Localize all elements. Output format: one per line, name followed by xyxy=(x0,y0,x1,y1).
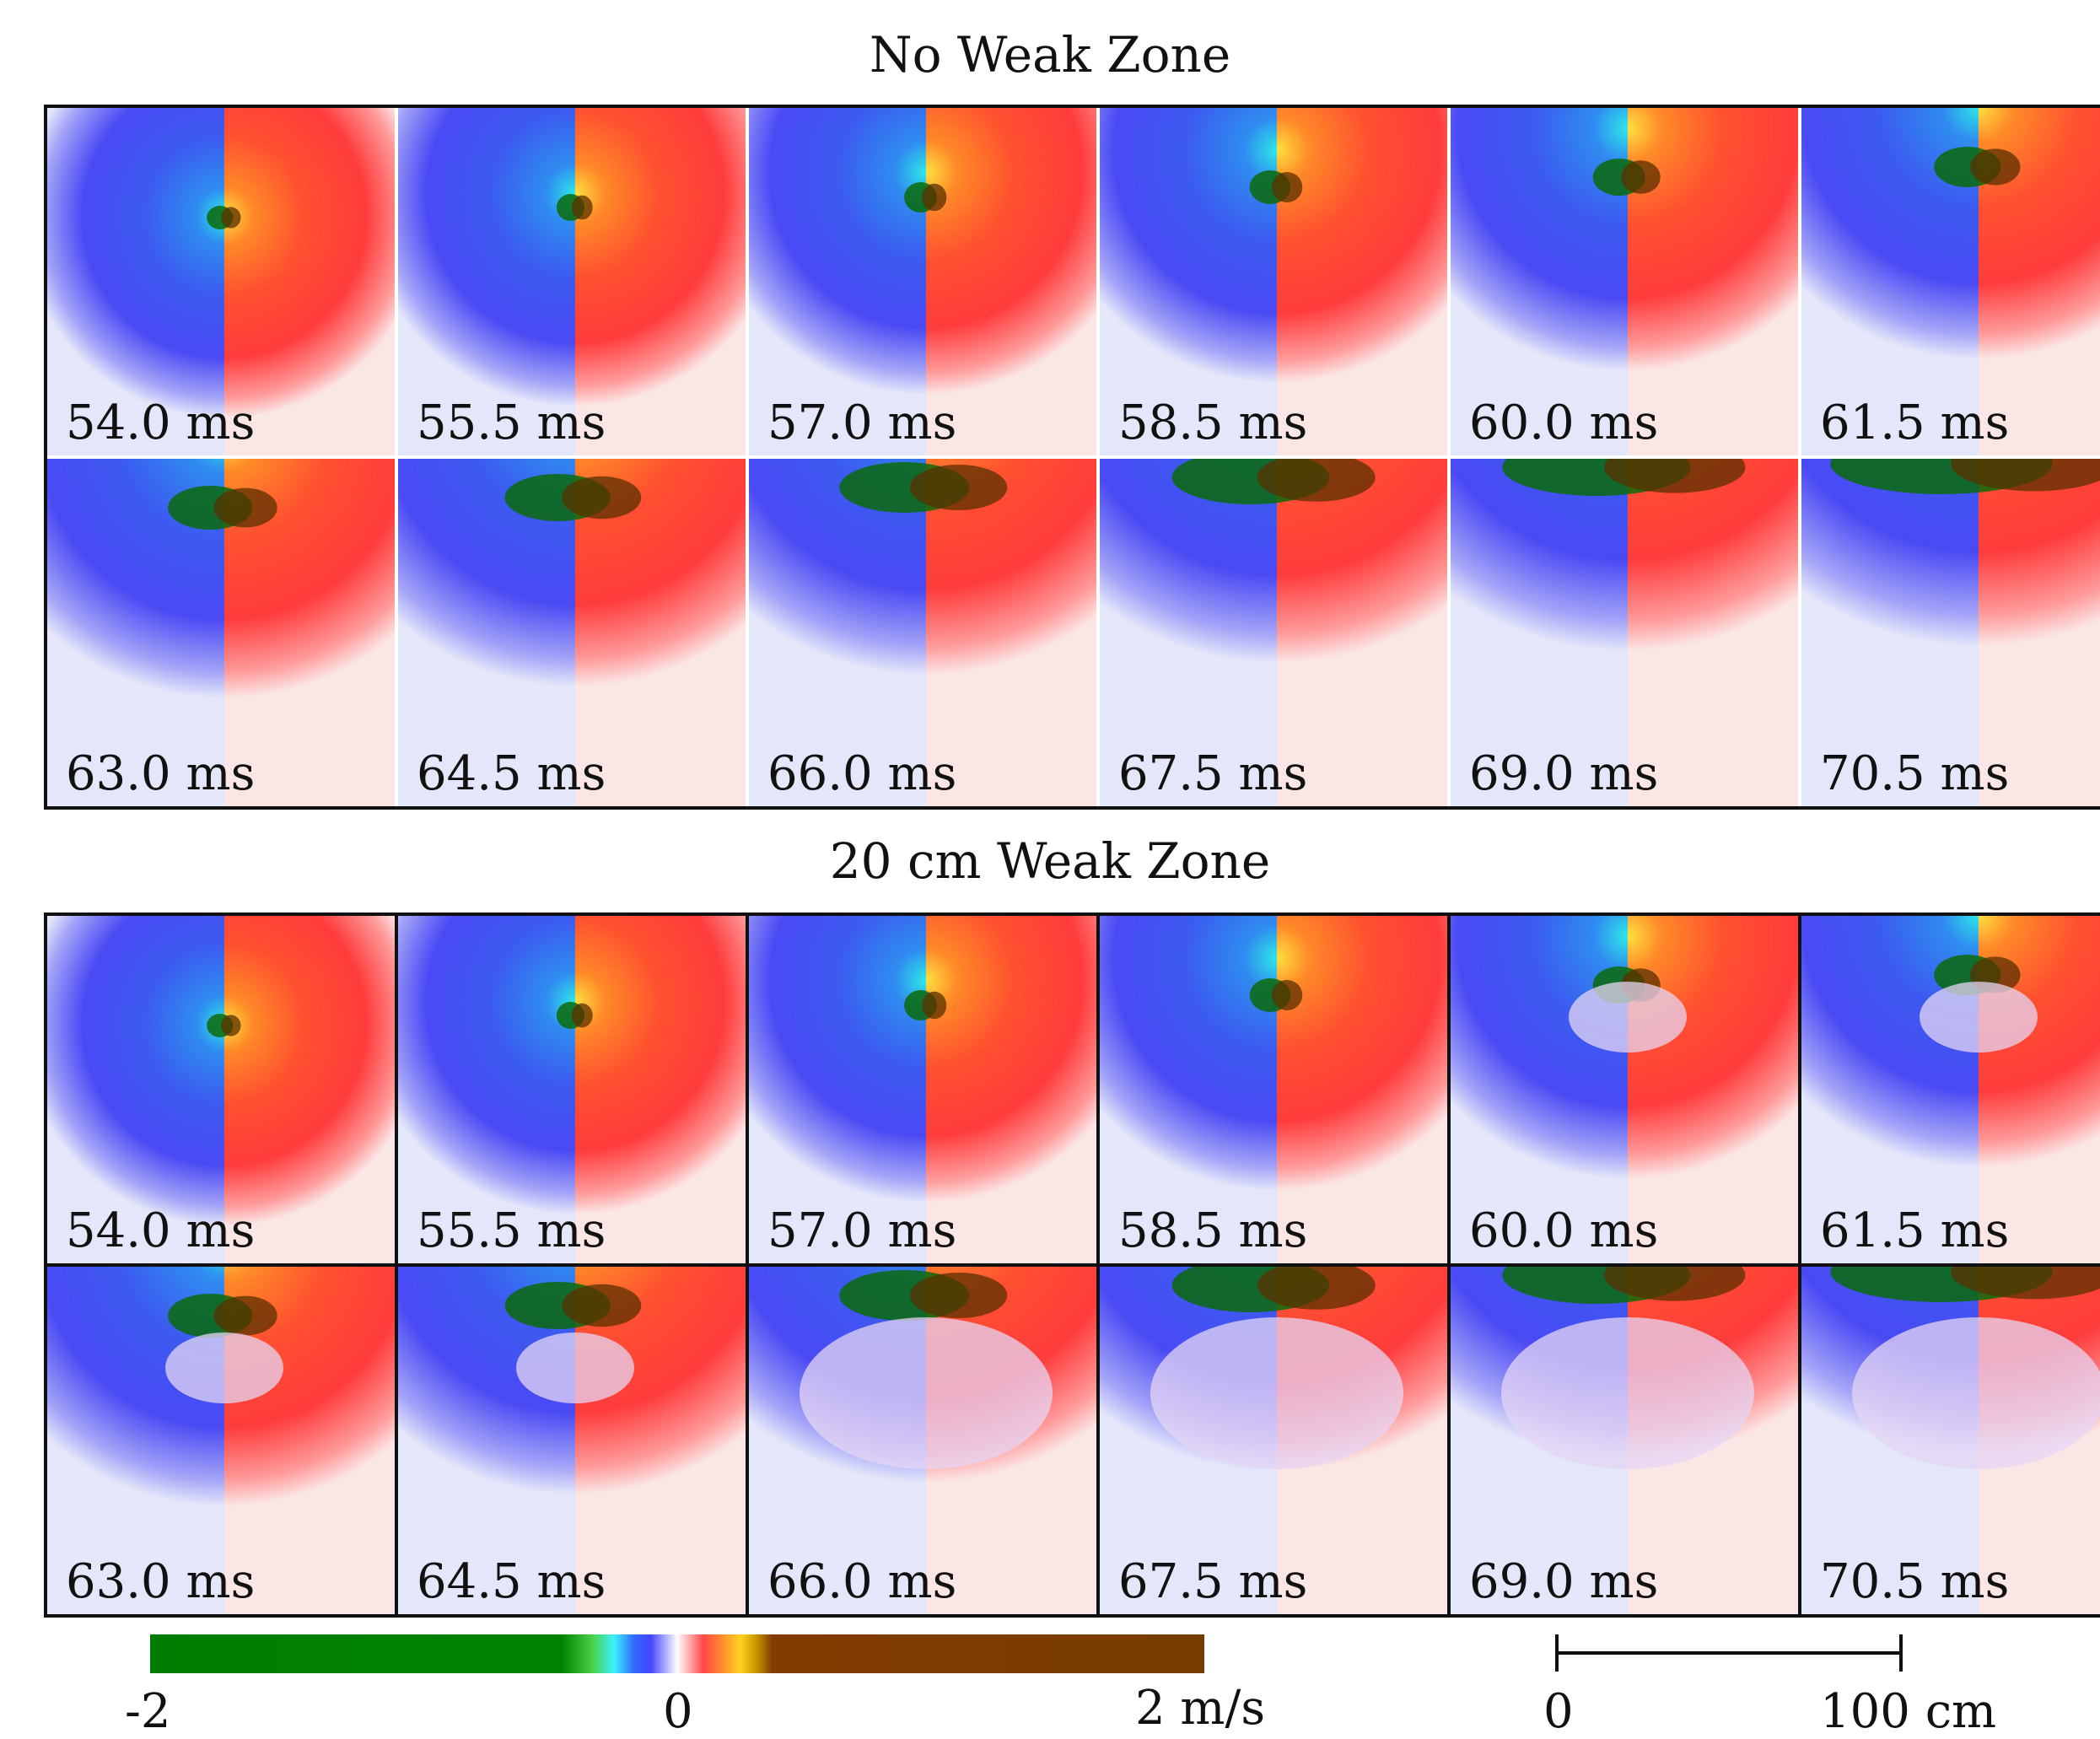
scale-bar-end-label: 100 cm xyxy=(1820,1684,1997,1739)
simulation-panel: 57.0 ms xyxy=(749,108,1096,455)
velocity-colorbar xyxy=(150,1634,1204,1673)
panel-time-label: 54.0 ms xyxy=(66,396,256,450)
simulation-panel: 54.0 ms xyxy=(47,108,395,455)
colorbar-min-label: -2 xyxy=(125,1684,171,1739)
panel-time-label: 64.5 ms xyxy=(417,1554,606,1609)
panel-time-label: 61.5 ms xyxy=(1820,1203,2010,1258)
panel-time-label: 61.5 ms xyxy=(1820,396,2010,450)
panel-time-label: 67.5 ms xyxy=(1118,1554,1308,1609)
simulation-panel: 70.5 ms xyxy=(1801,459,2100,806)
simulation-panel: 67.5 ms xyxy=(1100,459,1447,806)
panel-time-label: 57.0 ms xyxy=(767,1203,957,1258)
colorbar-mid-label: 0 xyxy=(663,1684,693,1739)
simulation-panel: 57.0 ms xyxy=(749,916,1096,1263)
panel-time-label: 66.0 ms xyxy=(767,1554,957,1609)
panel-time-label: 63.0 ms xyxy=(66,1554,256,1609)
simulation-panel: 64.5 ms xyxy=(398,1267,746,1614)
simulation-panel: 55.5 ms xyxy=(398,916,746,1263)
simulation-panel: 60.0 ms xyxy=(1451,916,1798,1263)
simulation-panel: 61.5 ms xyxy=(1801,108,2100,455)
panel-grid-no-weak-zone: 54.0 ms 55.5 ms 57.0 ms 58.5 ms 60.0 ms 61.5 … xyxy=(44,105,2100,810)
section-title-weak-zone: 20 cm Weak Zone xyxy=(829,832,1271,890)
panel-time-label: 55.5 ms xyxy=(417,396,606,450)
panel-time-label: 69.0 ms xyxy=(1469,746,1659,801)
simulation-panel: 60.0 ms xyxy=(1451,108,1798,455)
panel-time-label: 54.0 ms xyxy=(66,1203,256,1258)
panel-time-label: 63.0 ms xyxy=(66,746,256,801)
colorbar-max-label: 2 m/s xyxy=(1135,1681,1266,1736)
simulation-panel: 54.0 ms xyxy=(47,916,395,1263)
panel-grid-weak-zone: 54.0 ms 55.5 ms 57.0 ms 58.5 ms 60.0 ms 61.5 … xyxy=(44,913,2100,1618)
panel-time-label: 70.5 ms xyxy=(1820,746,2010,801)
simulation-panel: 66.0 ms xyxy=(749,459,1096,806)
simulation-panel: 61.5 ms xyxy=(1801,916,2100,1263)
panel-time-label: 67.5 ms xyxy=(1118,746,1308,801)
panel-time-label: 55.5 ms xyxy=(417,1203,606,1258)
section-title-no-weak-zone: No Weak Zone xyxy=(869,26,1231,83)
simulation-panel: 67.5 ms xyxy=(1100,1267,1447,1614)
panel-time-label: 58.5 ms xyxy=(1118,396,1308,450)
panel-time-label: 57.0 ms xyxy=(767,396,957,450)
scale-bar-start-label: 0 xyxy=(1543,1684,1574,1739)
panel-time-label: 66.0 ms xyxy=(767,746,957,801)
simulation-panel: 55.5 ms xyxy=(398,108,746,455)
simulation-panel: 70.5 ms xyxy=(1801,1267,2100,1614)
simulation-panel: 63.0 ms xyxy=(47,1267,395,1614)
panel-time-label: 60.0 ms xyxy=(1469,1203,1659,1258)
panel-time-label: 58.5 ms xyxy=(1118,1203,1308,1258)
simulation-panel: 58.5 ms xyxy=(1100,916,1447,1263)
simulation-panel: 63.0 ms xyxy=(47,459,395,806)
simulation-panel: 64.5 ms xyxy=(398,459,746,806)
panel-time-label: 60.0 ms xyxy=(1469,396,1659,450)
simulation-panel: 58.5 ms xyxy=(1100,108,1447,455)
panel-time-label: 70.5 ms xyxy=(1820,1554,2010,1609)
simulation-panel: 69.0 ms xyxy=(1451,459,1798,806)
simulation-panel: 66.0 ms xyxy=(749,1267,1096,1614)
panel-time-label: 69.0 ms xyxy=(1469,1554,1659,1609)
simulation-panel: 69.0 ms xyxy=(1451,1267,1798,1614)
panel-time-label: 64.5 ms xyxy=(417,746,606,801)
